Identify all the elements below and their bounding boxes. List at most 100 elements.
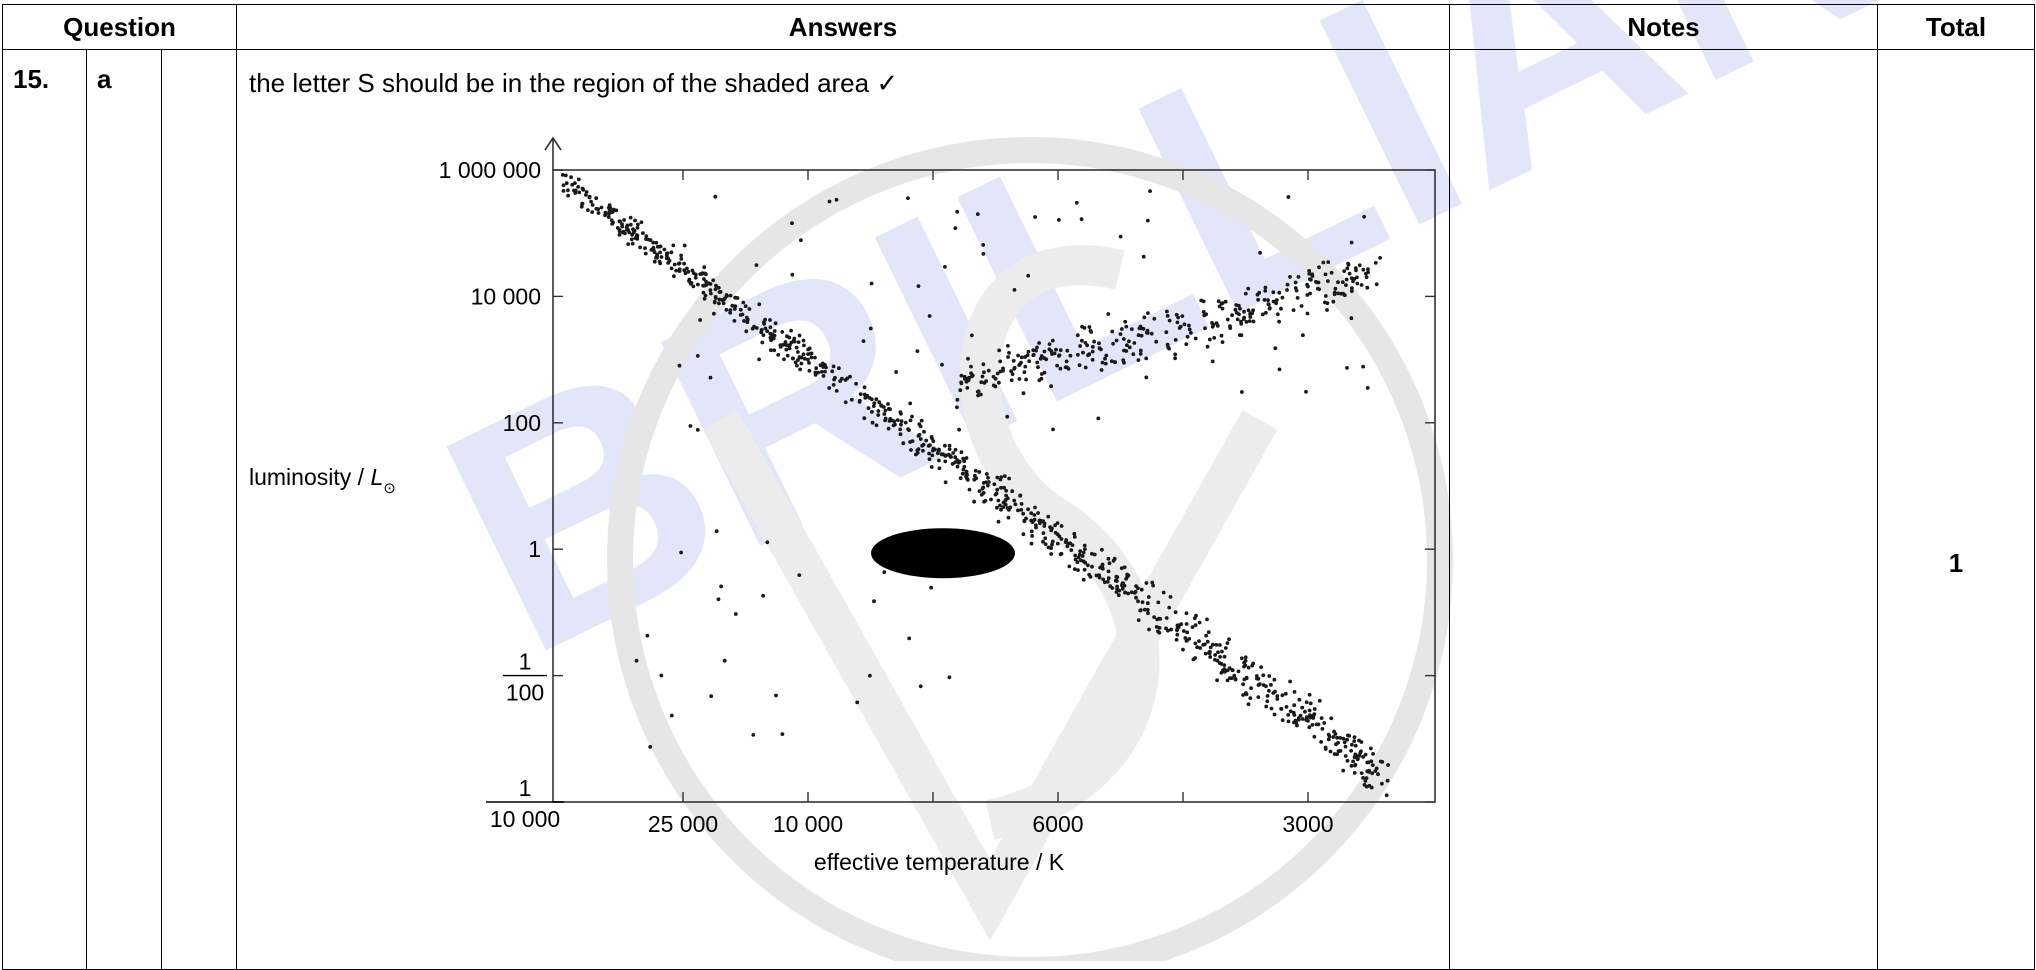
star-dot — [630, 232, 634, 237]
star-dot — [998, 359, 1003, 364]
star-dot — [1100, 562, 1105, 567]
star-dot — [1118, 234, 1123, 239]
star-dot — [1208, 655, 1213, 659]
star-dot — [1248, 696, 1253, 700]
star-dot — [937, 458, 941, 463]
star-dot — [1349, 764, 1354, 768]
star-dot — [908, 401, 913, 406]
star-dot — [610, 209, 615, 214]
star-dot — [1138, 608, 1143, 613]
star-dot — [1127, 345, 1132, 350]
star-dot — [1336, 740, 1340, 745]
star-dot — [862, 392, 867, 397]
star-dot — [993, 492, 998, 497]
header-row: Question Answers Notes Total — [2, 4, 2035, 50]
star-dot — [927, 451, 931, 456]
star-dot — [1092, 339, 1096, 344]
notes-header: Notes — [1449, 4, 1878, 50]
star-dot — [1242, 664, 1246, 669]
star-dot — [981, 362, 986, 367]
star-dot — [1110, 329, 1115, 334]
y-tick-label-denominator: 10 000 — [490, 806, 560, 832]
star-dot — [797, 333, 802, 338]
star-dot — [876, 409, 881, 413]
star-dot — [743, 304, 748, 309]
star-dot — [999, 475, 1004, 479]
star-dot — [883, 418, 887, 423]
star-dot — [927, 314, 932, 318]
star-dot — [1049, 552, 1054, 556]
star-dot — [1234, 303, 1239, 307]
star-dot — [1144, 581, 1149, 585]
star-dot — [738, 313, 743, 317]
star-dot — [790, 221, 794, 226]
star-dot — [676, 261, 681, 266]
star-dot — [1306, 284, 1310, 289]
star-dot — [910, 414, 914, 419]
star-dot — [921, 442, 926, 447]
star-dot — [561, 189, 566, 193]
star-dot — [973, 468, 978, 473]
star-dot — [708, 375, 713, 380]
star-dot — [682, 243, 687, 248]
star-dot — [1058, 366, 1063, 371]
star-dot — [966, 356, 970, 361]
star-dot — [768, 331, 773, 336]
star-dot — [1114, 338, 1119, 343]
star-dot — [1280, 295, 1285, 300]
star-dot — [958, 476, 963, 481]
star-dot — [579, 204, 584, 209]
star-dot — [1136, 358, 1141, 362]
star-dot — [721, 301, 726, 306]
star-dot — [702, 296, 707, 301]
star-dot — [961, 456, 966, 461]
star-dot — [667, 258, 672, 263]
star-dot — [801, 338, 806, 343]
star-dot — [1204, 633, 1208, 638]
star-dot — [1365, 386, 1370, 390]
star-dot — [1119, 327, 1124, 331]
star-dot — [1174, 312, 1179, 317]
star-dot — [654, 240, 659, 245]
star-dot — [1341, 736, 1346, 741]
star-dot — [1119, 566, 1124, 571]
star-dot — [606, 215, 611, 220]
total-header: Total — [1877, 4, 2035, 50]
star-dot — [1005, 414, 1010, 419]
star-dot — [1298, 713, 1303, 718]
star-dot — [1090, 349, 1095, 354]
y-tick-label-denominator: 100 — [506, 680, 544, 706]
star-dot — [717, 301, 721, 306]
star-dot — [1164, 330, 1169, 335]
star-dot — [855, 700, 860, 705]
star-dot — [1111, 341, 1115, 346]
star-dot — [1340, 280, 1345, 284]
star-dot — [730, 303, 735, 308]
star-dot — [1173, 356, 1177, 361]
star-dot — [630, 241, 635, 246]
star-dot — [1260, 312, 1265, 317]
star-dot — [1173, 338, 1178, 342]
star-dot — [1152, 316, 1157, 321]
star-dot — [566, 193, 570, 198]
star-dot — [1010, 372, 1015, 376]
star-dot — [1326, 260, 1331, 264]
answer-row: 15. a the letter S should be in the regi… — [2, 49, 2035, 970]
star-dot — [1124, 577, 1128, 581]
star-dot — [977, 470, 982, 474]
star-dot — [1074, 200, 1079, 205]
star-dot — [937, 466, 942, 471]
star-dot — [614, 208, 619, 213]
star-dot — [1366, 270, 1370, 275]
star-dot — [610, 222, 615, 226]
star-dot — [981, 491, 986, 495]
star-dot — [943, 480, 948, 485]
star-dot — [1232, 673, 1237, 678]
star-dot — [1257, 290, 1262, 295]
star-dot — [724, 307, 729, 312]
star-dot — [1308, 701, 1313, 706]
star-dot — [760, 340, 765, 345]
star-dot — [899, 411, 903, 416]
star-dot — [870, 410, 874, 414]
star-dot — [1261, 673, 1266, 678]
